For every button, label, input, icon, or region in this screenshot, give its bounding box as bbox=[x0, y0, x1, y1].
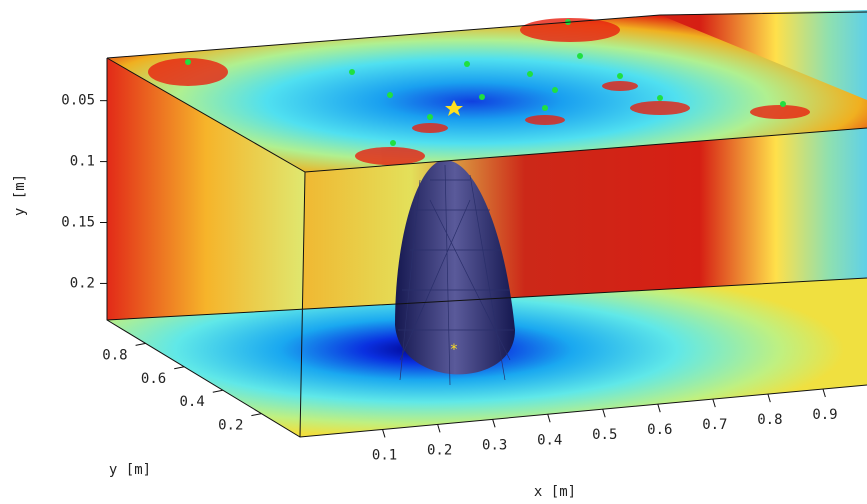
tick bbox=[136, 343, 146, 345]
z-tick-label: 0.05 bbox=[61, 93, 95, 109]
x-tick-label: 0.7 bbox=[702, 417, 727, 433]
z-tick-label: 0.2 bbox=[70, 275, 95, 291]
tick bbox=[603, 409, 605, 417]
box: * bbox=[107, 10, 867, 437]
tick bbox=[251, 414, 261, 416]
tick bbox=[658, 404, 660, 412]
tick bbox=[713, 399, 715, 407]
tick bbox=[438, 424, 440, 432]
x-tick-label: 0.9 bbox=[812, 407, 837, 423]
tick bbox=[493, 419, 495, 427]
x-tick-label: 0.8 bbox=[757, 412, 782, 428]
y-tick-label: 0.6 bbox=[141, 371, 166, 387]
tick bbox=[823, 389, 825, 397]
z-tick-label: 0.15 bbox=[61, 215, 95, 231]
y-tick-label: 0.2 bbox=[218, 418, 243, 434]
x-axis-label: x [m] bbox=[534, 484, 576, 500]
y-axis-label: y [m] bbox=[109, 462, 151, 478]
tick bbox=[768, 394, 770, 402]
z-axis-label: y [m] bbox=[12, 174, 28, 216]
tick bbox=[383, 429, 385, 437]
x-tick-label: 0.3 bbox=[482, 437, 507, 453]
z-tick-label: 0.1 bbox=[70, 154, 95, 170]
y-tick-label: 0.8 bbox=[102, 347, 127, 363]
x-tick-label: 0.1 bbox=[372, 447, 397, 463]
tick bbox=[213, 390, 223, 392]
tick bbox=[548, 414, 550, 422]
tick bbox=[174, 367, 184, 369]
x-tick-label: 0.6 bbox=[647, 422, 672, 438]
x-tick-label: 0.2 bbox=[427, 442, 452, 458]
chart: * y [m] y [m] x [m] 0.05 0.1 0.15 0.2 0.2 0.4… bbox=[0, 0, 867, 504]
x-tick-label: 0.5 bbox=[592, 427, 617, 443]
source-marker: * bbox=[450, 342, 458, 358]
y-tick-label: 0.4 bbox=[180, 394, 205, 410]
x-tick-label: 0.4 bbox=[537, 432, 562, 448]
